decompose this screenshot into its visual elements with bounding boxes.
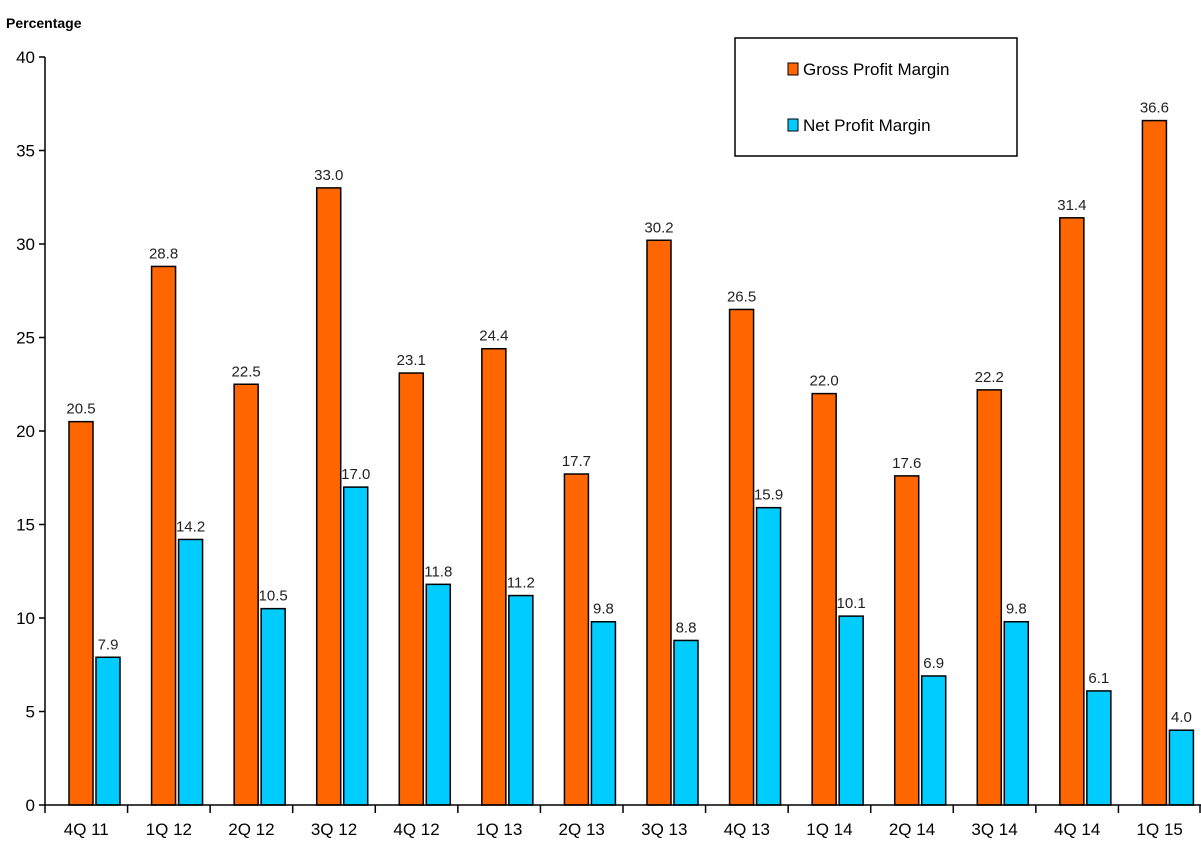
bar-net-profit-margin: [260, 607, 286, 806]
x-tick-label: 3Q 14: [971, 820, 1017, 839]
data-label-gross-profit-margin: 26.5: [727, 288, 756, 305]
data-label-net-profit-margin: 4.0: [1171, 709, 1192, 726]
data-label-gross-profit-margin: 33.0: [314, 167, 343, 184]
x-tick-label: 4Q 13: [724, 820, 770, 839]
data-label-net-profit-margin: 11.2: [507, 575, 535, 592]
legend-entry-label: Net Profit Margin: [803, 116, 931, 135]
data-label-net-profit-margin: 8.8: [676, 619, 697, 636]
legend-swatch: [787, 118, 799, 132]
bar-gross-profit-margin: [728, 308, 755, 806]
bar-net-profit-margin: [755, 506, 782, 806]
data-label-net-profit-margin: 15.9: [754, 487, 783, 504]
data-label-gross-profit-margin: 28.8: [149, 245, 178, 262]
y-axis: 0 5 10 15 20 25 30 35 40: [16, 48, 46, 815]
data-label-net-profit-margin: 9.8: [593, 601, 614, 618]
x-tick-label: 1Q 13: [476, 820, 522, 839]
x-tick-label: 3Q 12: [311, 820, 357, 839]
data-label-gross-profit-margin: 22.2: [975, 369, 1004, 386]
bar-gross-profit-margin: [150, 265, 177, 806]
x-tick-label: 2Q 14: [889, 820, 935, 839]
data-label-net-profit-margin: 17.0: [341, 466, 370, 483]
x-tick-label: 4Q 14: [1054, 820, 1100, 839]
bar-gross-profit-margin: [976, 389, 1003, 806]
data-label-net-profit-margin: 6.9: [923, 655, 944, 672]
data-label-net-profit-margin: 11.8: [424, 563, 452, 580]
bar-gross-profit-margin: [1141, 119, 1168, 806]
data-label-gross-profit-margin: 30.2: [644, 219, 673, 236]
bar-gross-profit-margin: [481, 347, 507, 806]
bar-net-profit-margin: [673, 639, 699, 806]
bar-gross-profit-margin: [1059, 217, 1085, 806]
bar-net-profit-margin: [920, 675, 947, 806]
x-tick-label: 1Q 12: [146, 820, 192, 839]
x-tick-label: 4Q 11: [64, 820, 109, 839]
y-axis-label: Percentage: [6, 15, 82, 31]
x-tick-label: 2Q 12: [228, 820, 274, 839]
y-tick-label: 5: [26, 703, 35, 722]
bar-net-profit-margin: [1003, 620, 1030, 806]
data-label-gross-profit-margin: 17.7: [562, 453, 591, 470]
x-tick-label: 1Q 14: [806, 820, 852, 839]
legend: Gross Profit Margin Net Profit Margin: [734, 37, 1018, 157]
y-tick-label: 0: [26, 796, 35, 815]
data-label-net-profit-margin: 6.1: [1088, 670, 1109, 687]
x-tick-label: 3Q 13: [641, 820, 687, 839]
y-tick-label: 35: [16, 142, 35, 161]
bar-net-profit-margin: [342, 486, 369, 806]
y-tick-label: 15: [16, 516, 35, 535]
data-label-gross-profit-margin: 23.1: [397, 352, 426, 369]
bar-net-profit-margin: [838, 615, 864, 806]
bar-gross-profit-margin: [68, 420, 94, 806]
data-label-net-profit-margin: 9.8: [1006, 601, 1027, 618]
bar-gross-profit-margin: [233, 383, 259, 806]
x-axis: 4Q 11 1Q 12 2Q 12 3Q 12 4Q 12 1Q 13 2Q 13 3Q 13…: [44, 804, 1201, 839]
bar-net-profit-margin: [590, 620, 617, 806]
value-labels-group: 20.5 7.9 28.8 14.2 22.5 10.5 33.0 17.0 23.1 11.8 2…: [66, 100, 1191, 727]
data-label-gross-profit-margin: 17.6: [892, 455, 921, 472]
x-tick-label: 2Q 13: [559, 820, 605, 839]
data-label-gross-profit-margin: 20.5: [66, 401, 95, 418]
y-tick-label: 20: [16, 422, 35, 441]
bar-gross-profit-margin: [398, 372, 425, 806]
bar-net-profit-margin: [508, 594, 534, 806]
legend-entry-label: Gross Profit Margin: [803, 60, 949, 79]
bar-gross-profit-margin: [811, 392, 837, 806]
y-tick-label: 10: [16, 609, 35, 628]
bar-gross-profit-margin: [893, 475, 920, 806]
data-label-net-profit-margin: 10.5: [259, 588, 288, 605]
y-tick-label: 25: [16, 329, 35, 348]
data-label-gross-profit-margin: 31.4: [1057, 197, 1086, 214]
bar-net-profit-margin: [95, 656, 121, 806]
bar-net-profit-margin: [425, 583, 452, 806]
y-tick-label: 30: [16, 235, 35, 254]
data-label-gross-profit-margin: 24.4: [479, 328, 508, 345]
bars-group: [68, 119, 1195, 806]
x-tick-label: 4Q 12: [393, 820, 439, 839]
bar-gross-profit-margin: [563, 473, 590, 806]
data-label-gross-profit-margin: 22.5: [232, 363, 261, 380]
bar-net-profit-margin: [1086, 690, 1112, 806]
data-label-net-profit-margin: 10.1: [837, 595, 866, 612]
data-label-net-profit-margin: 14.2: [176, 518, 205, 535]
data-label-net-profit-margin: 7.9: [98, 636, 119, 653]
bar-net-profit-margin: [177, 538, 204, 806]
legend-box: [734, 37, 1018, 157]
data-label-gross-profit-margin: 22.0: [810, 373, 839, 390]
x-tick-label: 1Q 15: [1137, 820, 1183, 839]
bar-gross-profit-margin: [646, 239, 672, 806]
data-label-gross-profit-margin: 36.6: [1140, 100, 1169, 117]
y-tick-label: 40: [16, 48, 35, 67]
bar-net-profit-margin: [1168, 729, 1195, 806]
legend-swatch: [787, 62, 799, 76]
bar-gross-profit-margin: [315, 187, 342, 806]
